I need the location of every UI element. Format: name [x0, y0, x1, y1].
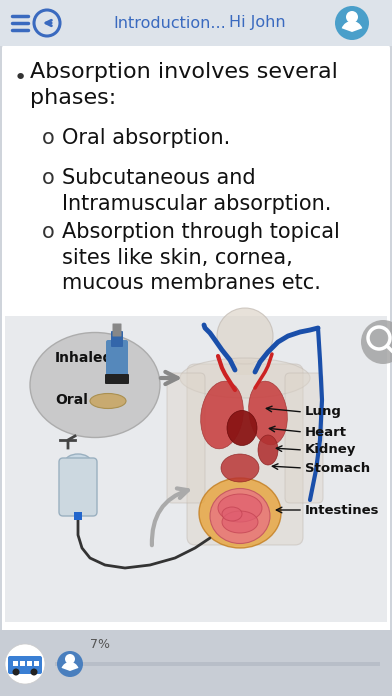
Text: Kidney: Kidney [305, 443, 356, 457]
FancyBboxPatch shape [113, 324, 122, 336]
Bar [236, 360, 254, 375]
FancyBboxPatch shape [285, 373, 323, 503]
Text: o: o [42, 168, 55, 188]
Ellipse shape [258, 435, 278, 465]
Circle shape [65, 654, 75, 664]
FancyBboxPatch shape [106, 340, 128, 379]
Ellipse shape [199, 478, 281, 548]
Bar [27, 661, 32, 666]
Ellipse shape [249, 381, 287, 445]
Text: •: • [14, 68, 27, 88]
Bar [34, 661, 39, 666]
Bar [20, 661, 25, 666]
FancyBboxPatch shape [105, 374, 129, 384]
FancyBboxPatch shape [111, 331, 123, 347]
Ellipse shape [221, 454, 259, 482]
Wedge shape [62, 662, 78, 671]
Bar [0, 0, 392, 46]
Ellipse shape [218, 494, 262, 522]
Ellipse shape [65, 454, 91, 470]
Bar [0, 630, 392, 696]
Ellipse shape [222, 507, 242, 521]
FancyBboxPatch shape [59, 458, 97, 516]
Text: Absorption through topical
sites like skin, cornea,
mucous membranes etc.: Absorption through topical sites like sk… [62, 222, 340, 293]
Text: Intestines: Intestines [305, 503, 379, 516]
FancyBboxPatch shape [187, 364, 303, 545]
Circle shape [361, 320, 392, 364]
FancyBboxPatch shape [2, 45, 390, 633]
Text: Absorption involves several
phases:: Absorption involves several phases: [30, 62, 338, 109]
Text: Hi John: Hi John [229, 15, 286, 31]
Bar [13, 661, 18, 666]
Circle shape [57, 651, 83, 677]
Ellipse shape [201, 381, 243, 449]
Text: o: o [42, 128, 55, 148]
Ellipse shape [222, 511, 258, 533]
Ellipse shape [90, 393, 126, 409]
Bar [5, 316, 387, 622]
Text: Heart: Heart [305, 425, 347, 438]
Ellipse shape [210, 489, 270, 544]
Text: Oral absorption.: Oral absorption. [62, 128, 230, 148]
Ellipse shape [227, 411, 257, 445]
Text: Lung: Lung [305, 406, 342, 418]
Text: Stomach: Stomach [305, 461, 370, 475]
Circle shape [13, 668, 20, 676]
Bar [74, 512, 82, 520]
Ellipse shape [30, 333, 160, 438]
Text: Inhaled: Inhaled [55, 351, 113, 365]
Wedge shape [342, 21, 362, 32]
Circle shape [217, 308, 273, 364]
Circle shape [335, 6, 369, 40]
Circle shape [5, 644, 45, 684]
Text: Oral: Oral [55, 393, 88, 407]
FancyBboxPatch shape [167, 373, 205, 503]
Ellipse shape [180, 358, 310, 398]
Circle shape [31, 668, 38, 676]
Circle shape [346, 11, 358, 23]
Bar [55, 662, 380, 666]
Text: Introduction...: Introduction... [114, 15, 226, 31]
Text: Subcutaneous and
Intramuscular absorption.: Subcutaneous and Intramuscular absorptio… [62, 168, 331, 214]
Text: o: o [42, 222, 55, 242]
Text: 7%: 7% [90, 638, 110, 651]
FancyBboxPatch shape [8, 656, 42, 674]
